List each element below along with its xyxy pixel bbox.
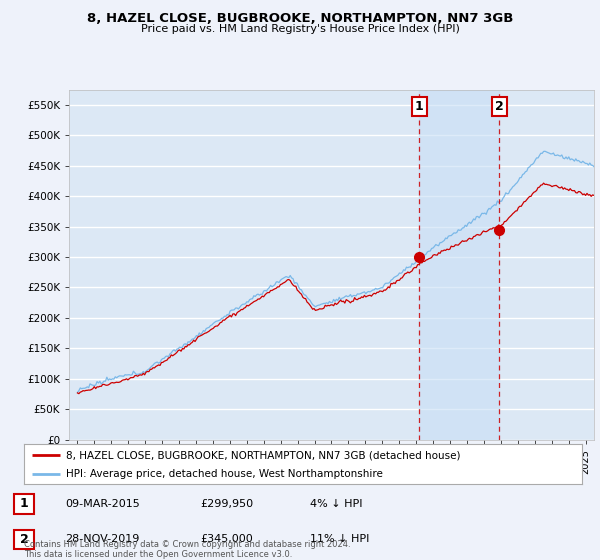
- Text: Contains HM Land Registry data © Crown copyright and database right 2024.
This d: Contains HM Land Registry data © Crown c…: [24, 540, 350, 559]
- Text: 2: 2: [20, 533, 28, 546]
- FancyBboxPatch shape: [14, 494, 34, 514]
- Text: 1: 1: [415, 100, 424, 113]
- Text: Price paid vs. HM Land Registry's House Price Index (HPI): Price paid vs. HM Land Registry's House …: [140, 24, 460, 34]
- Text: HPI: Average price, detached house, West Northamptonshire: HPI: Average price, detached house, West…: [66, 469, 383, 479]
- Text: 28-NOV-2019: 28-NOV-2019: [65, 534, 139, 544]
- Text: 4% ↓ HPI: 4% ↓ HPI: [310, 499, 362, 509]
- Text: £345,000: £345,000: [200, 534, 253, 544]
- Text: £299,950: £299,950: [200, 499, 253, 509]
- Text: 1: 1: [20, 497, 28, 510]
- Bar: [419, 90, 499, 440]
- Text: 2: 2: [495, 100, 504, 113]
- Text: 09-MAR-2015: 09-MAR-2015: [65, 499, 140, 509]
- FancyBboxPatch shape: [14, 530, 34, 549]
- Text: 8, HAZEL CLOSE, BUGBROOKE, NORTHAMPTON, NN7 3GB: 8, HAZEL CLOSE, BUGBROOKE, NORTHAMPTON, …: [87, 12, 513, 25]
- Text: 8, HAZEL CLOSE, BUGBROOKE, NORTHAMPTON, NN7 3GB (detached house): 8, HAZEL CLOSE, BUGBROOKE, NORTHAMPTON, …: [66, 450, 460, 460]
- Text: 11% ↓ HPI: 11% ↓ HPI: [310, 534, 370, 544]
